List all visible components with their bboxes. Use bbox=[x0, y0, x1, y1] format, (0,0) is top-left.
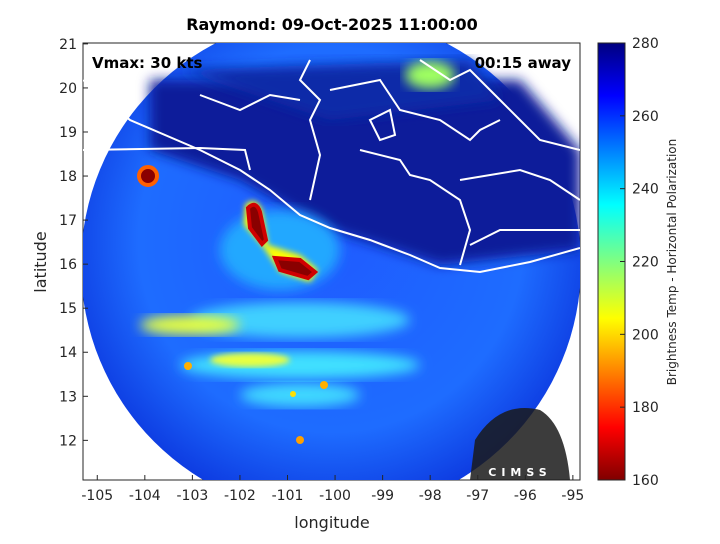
y-tick-label: 21 bbox=[59, 37, 77, 53]
x-tick-label: -98 bbox=[419, 488, 442, 504]
logo-text: CIMSS bbox=[488, 466, 551, 479]
y-tick-label: 15 bbox=[59, 301, 77, 317]
colorbar-tick-label: 180 bbox=[632, 400, 659, 416]
y-tick-label: 17 bbox=[59, 213, 77, 229]
y-axis-label: latitude bbox=[31, 231, 50, 292]
x-tick-label: -96 bbox=[514, 488, 537, 504]
time-away-label: 00:15 away bbox=[475, 54, 572, 72]
colorbar-tick-label: 200 bbox=[632, 327, 659, 343]
x-tick-label: -97 bbox=[466, 488, 489, 504]
colorbar-label: Brightness Temp - Horizontal Polarizatio… bbox=[665, 139, 679, 386]
y-tick-label: 20 bbox=[59, 81, 77, 97]
x-tick-label: -105 bbox=[81, 488, 113, 504]
vmax-label: Vmax: 30 kts bbox=[92, 54, 202, 72]
x-axis-label: longitude bbox=[294, 513, 369, 532]
y-tick-label: 16 bbox=[59, 257, 77, 273]
y-tick-label: 12 bbox=[59, 433, 77, 449]
colorbar-tick-label: 280 bbox=[632, 36, 659, 52]
y-tick-label: 13 bbox=[59, 389, 77, 405]
colorbar-tick-label: 220 bbox=[632, 255, 659, 271]
y-tick-label: 19 bbox=[59, 125, 77, 141]
title: Raymond: 09-Oct-2025 11:00:00 bbox=[186, 15, 478, 34]
y-tick-label: 18 bbox=[59, 169, 77, 185]
x-tick-label: -104 bbox=[129, 488, 161, 504]
colorbar-tick-label: 240 bbox=[632, 182, 659, 198]
x-tick-label: -102 bbox=[224, 488, 256, 504]
x-tick-label: -95 bbox=[561, 488, 584, 504]
colorbar-tick-label: 260 bbox=[632, 109, 659, 125]
colorbar-tick-label: 160 bbox=[632, 473, 659, 489]
x-tick-label: -100 bbox=[319, 488, 351, 504]
y-tick-label: 14 bbox=[59, 345, 77, 361]
x-tick-label: -101 bbox=[272, 488, 304, 504]
imagery bbox=[83, 43, 580, 480]
x-tick-label: -99 bbox=[371, 488, 394, 504]
x-tick-label: -103 bbox=[176, 488, 208, 504]
